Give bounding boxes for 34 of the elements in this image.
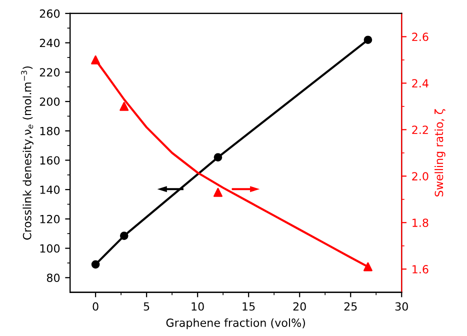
point [214,153,222,162]
point [213,188,222,197]
x-tick-label: 15 [242,302,255,311]
point [363,262,372,272]
y2-tick-label: 1.6 [412,265,428,274]
x-tick-label: 0 [92,302,98,311]
y-tick-label: 160 [40,156,60,165]
y2-tick-label: 2.6 [412,32,428,42]
y-tick-label: 220 [40,68,60,77]
y-tick-label: 120 [40,214,60,224]
y-axis-title: Crosslink denesity,ν$_{e}$ (mol.m$^{−3}$) [21,66,34,240]
y2-tick-label: 2.2 [412,126,428,134]
x-tick-label: 30 [395,302,408,311]
point [91,55,100,64]
y-tick-label: 80 [46,274,60,282]
point [120,232,128,240]
x-tick-label: 25 [344,302,357,311]
y2-tick-label: 2.0 [412,172,428,180]
y-tick-label: 260 [40,9,60,18]
point [120,102,129,111]
y-tick-label: 100 [40,244,60,253]
y-tick-label: 180 [40,126,60,136]
x-tick-label: 5 [144,302,150,311]
y-tick-label: 240 [40,38,60,48]
x-tick-label: 10 [192,302,204,311]
point [91,260,100,269]
y2-tick-label: 2.4 [412,79,428,88]
x-axis-title: Graphene fraction (vol%) [166,318,305,330]
y-tick-label: 200 [40,97,60,106]
x-tick-label: 20 [293,302,306,311]
y2-axis-title: Swelling ratio, ζ [434,109,446,196]
y2-tick-label: 1.8 [412,218,428,227]
y-tick-label: 140 [40,186,60,194]
point [364,36,372,44]
